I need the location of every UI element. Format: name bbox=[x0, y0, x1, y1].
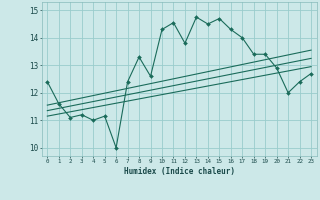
X-axis label: Humidex (Indice chaleur): Humidex (Indice chaleur) bbox=[124, 167, 235, 176]
